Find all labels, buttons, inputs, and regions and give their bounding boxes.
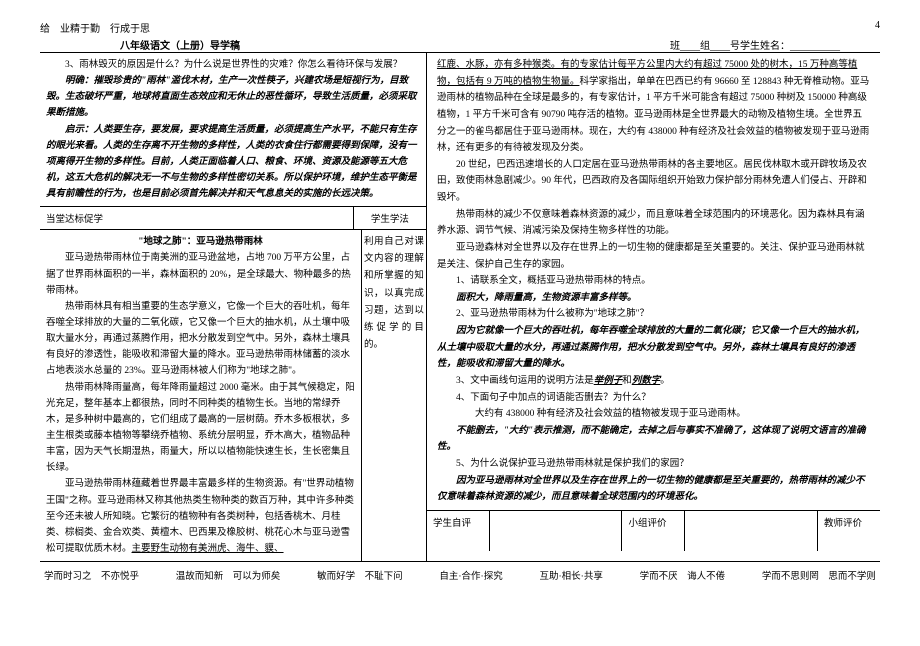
para3: 热带雨林降雨量高，每年降雨量超过 2000 毫米。由于其气候稳定，阳光充足，整年… bbox=[46, 380, 355, 477]
question-3-block: 3、雨林毁灭的原因是什么？为什么说是世界性的灾难？你怎么看待环保与发展？ 明确：… bbox=[40, 53, 426, 207]
mingque: 明确：摧毁珍贵的"雨林"滥伐木材，生产一次性筷子，兴建农场是短视行为，目致毁。生… bbox=[46, 73, 420, 121]
f4: 自主·合作·探究 bbox=[439, 568, 502, 582]
q3: 3、雨林毁灭的原因是什么？为什么说是世界性的灾难？你怎么看待环保与发展？ bbox=[46, 57, 420, 73]
student-blanks: 班____组____号学生姓名：__________ bbox=[670, 37, 840, 52]
r-p3: 热带雨林的减少不仅意味着森林资源的减少，而且意味着全球范围内的环境恶化。因为森林… bbox=[437, 207, 870, 240]
subheader-row: 当堂达标促学 学生学法 bbox=[40, 207, 426, 230]
r-a4: 不能删去，"大约"表示推测，而不能确定，去掉之后与事实不准确了，这体现了说明文语… bbox=[437, 423, 870, 456]
f6: 学而不厌 诲人不倦 bbox=[640, 568, 726, 582]
r-a5: 因为亚马逊雨林对全世界以及生存在世界上的一切生物的健康都是至关重要的，热带雨林的… bbox=[437, 473, 870, 506]
f5: 互助·相长·共享 bbox=[540, 568, 603, 582]
r-p1: 红鹿、水豚，亦有多种猴类。有的专家估计每平方公里内大约有超过 75000 处的树… bbox=[437, 60, 869, 153]
xuefa-label: 学生学法 bbox=[353, 207, 426, 229]
eval-blank1 bbox=[490, 511, 623, 551]
qishi: 启示：人类要生存，要发展，要求提高生活质量，必须提高生产水平，不能只有生存的眼光… bbox=[46, 122, 420, 203]
r-p4: 亚马逊森林对全世界以及存在世界上的一切生物的健康都是至关重要的。关注、保护亚马逊… bbox=[437, 240, 870, 273]
eval-blank2 bbox=[685, 511, 818, 551]
para1: 亚马逊热带雨林位于南美洲的亚马逊盆地，占地 700 万平方公里，占据了世界雨林面… bbox=[46, 250, 355, 298]
f7: 学而不思则罔 思而不学则 bbox=[762, 568, 876, 582]
r-q5: 5、为什么说保护亚马逊热带雨林就是保护我们的家园？ bbox=[437, 456, 870, 473]
eval-group: 小组评价 bbox=[622, 511, 685, 551]
r-q1: 1、请联系全文，概括亚马逊热带雨林的特点。 bbox=[437, 273, 870, 290]
f1: 学而时习之 不亦悦乎 bbox=[44, 568, 139, 582]
r-a1: 面积大，降雨量高，生物资源丰富多样等。 bbox=[437, 290, 870, 307]
main-content: 3、雨林毁灭的原因是什么？为什么说是世界性的灾难？你怎么看待环保与发展？ 明确：… bbox=[40, 52, 880, 562]
f3: 敏而好学 不耻下问 bbox=[317, 568, 403, 582]
footer: 学而时习之 不亦悦乎 温故而知新 可以为师矣 敏而好学 不耻下问 自主·合作·探… bbox=[40, 568, 880, 582]
r-q3: 3、文中画线句运用的说明方法是举例子和列数字。 bbox=[437, 373, 870, 390]
article-text: "地球之肺"：亚马逊热带雨林 亚马逊热带雨林位于南美洲的亚马逊盆地，占地 700… bbox=[40, 230, 361, 561]
r-q4-quote: 大约有 438000 种有经济及社会效益的植物被发现于亚马逊雨林。 bbox=[437, 406, 870, 423]
page-number: 4 bbox=[875, 20, 880, 35]
eval-table: 学生自评 小组评价 教师评价 bbox=[427, 510, 880, 551]
underline-animals: 主要野生动物有美洲虎、海牛、貘、 bbox=[132, 544, 284, 554]
article-row: "地球之肺"：亚马逊热带雨林 亚马逊热带雨林位于南美洲的亚马逊盆地，占地 700… bbox=[40, 230, 426, 561]
title-row: 八年级语文（上册）导学稿 班____组____号学生姓名：__________ bbox=[120, 37, 880, 52]
eval-teacher: 教师评价 bbox=[818, 511, 880, 551]
r-p2: 20 世纪，巴西迅速增长的人口定居在亚马逊热带雨林的各主要地区。居民伐林取木或开… bbox=[437, 157, 870, 207]
dangtang-label: 当堂达标促学 bbox=[40, 207, 353, 229]
r-a2: 因为它就像一个巨大的吞吐机，每年吞噬全球排放的大量的二氧化碳；它又像一个巨大的抽… bbox=[437, 323, 870, 373]
side-note: 利用自己对课文内容的理解和所掌握的知识，以真完成习题，达到以练促学的目的。 bbox=[361, 230, 426, 561]
eval-student: 学生自评 bbox=[427, 511, 490, 551]
r-q4: 4、下面句子中加点的词语能否删去？为什么？ bbox=[437, 390, 870, 407]
motto: 给 业精于勤 行成于思 bbox=[40, 20, 150, 35]
right-column: 红鹿、水豚，亦有多种猴类。有的专家估计每平方公里内大约有超过 75000 处的树… bbox=[427, 53, 880, 561]
left-column: 3、雨林毁灭的原因是什么？为什么说是世界性的灾难？你怎么看待环保与发展？ 明确：… bbox=[40, 53, 427, 561]
para4: 亚马逊热带雨林蕴藏着世界最丰富最多样的生物资源。有"世界动植物王国"之称。亚马逊… bbox=[46, 476, 355, 557]
article-title: "地球之肺"：亚马逊热带雨林 bbox=[46, 234, 355, 250]
f2: 温故而知新 可以为师矣 bbox=[176, 568, 281, 582]
right-body: 红鹿、水豚，亦有多种猴类。有的专家估计每平方公里内大约有超过 75000 处的树… bbox=[427, 53, 880, 510]
para2: 热带雨林具有相当重要的生态学意义，它像一个巨大的吞吐机，每年吞噬全球排放的大量的… bbox=[46, 299, 355, 380]
r-q2: 2、亚马逊热带雨林为什么被称为"地球之肺"？ bbox=[437, 306, 870, 323]
